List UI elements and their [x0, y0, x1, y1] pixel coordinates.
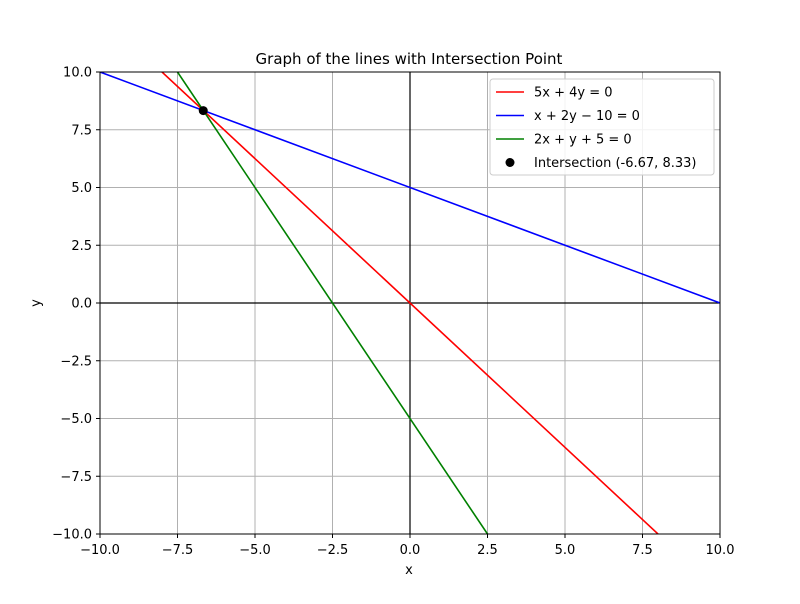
chart-title: Graph of the lines with Intersection Poi… [256, 50, 563, 68]
x-tick-label-2: −5.0 [239, 543, 271, 558]
y-tick-label-8: 10.0 [63, 66, 92, 81]
legend-label-1: x + 2y − 10 = 0 [534, 109, 640, 124]
x-tick-label-6: 5.0 [555, 543, 576, 558]
series-line-2 [176, 72, 489, 534]
x-tick-label-8: 10.0 [706, 543, 735, 558]
x-axis-ticks: −10.0 −7.5 −5.0 −2.5 0.0 2.5 5.0 7.5 10.0 [80, 534, 734, 558]
legend-swatch-3 [505, 158, 515, 167]
legend-label-2: 2x + y + 5 = 0 [534, 133, 632, 148]
intersection-point-0 [198, 106, 208, 116]
intersection-points [198, 106, 208, 116]
x-tick-label-5: 2.5 [477, 543, 498, 558]
x-tick-label-1: −7.5 [162, 543, 194, 558]
legend-box [489, 78, 715, 176]
x-tick-label-0: −10.0 [80, 543, 120, 558]
x-tick-label-7: 7.5 [632, 543, 653, 558]
y-tick-label-5: 2.5 [71, 239, 92, 254]
y-tick-label-7: 7.5 [71, 123, 92, 138]
y-tick-label-4: 0.0 [71, 297, 92, 312]
y-tick-label-2: −5.0 [60, 412, 92, 427]
legend-label-0: 5x + 4y = 0 [534, 86, 613, 101]
y-tick-label-6: 5.0 [71, 181, 92, 196]
x-axis-label: x [405, 563, 413, 578]
y-axis-label: y [29, 299, 44, 307]
series-line-0 [161, 72, 659, 534]
x-tick-label-3: −2.5 [317, 543, 349, 558]
y-tick-label-3: −2.5 [60, 354, 92, 369]
legend-label-3: Intersection (-6.67, 8.33) [534, 156, 696, 171]
y-axis-ticks: −10.0 −7.5 −5.0 −2.5 0.0 2.5 5.0 7.5 10.0 [52, 66, 100, 543]
legend: 5x + 4y = 0 x + 2y − 10 = 0 2x + y + 5 = 0… [489, 78, 715, 176]
y-tick-label-0: −10.0 [52, 528, 92, 543]
y-tick-label-1: −7.5 [60, 470, 92, 485]
x-tick-label-4: 0.0 [400, 543, 421, 558]
